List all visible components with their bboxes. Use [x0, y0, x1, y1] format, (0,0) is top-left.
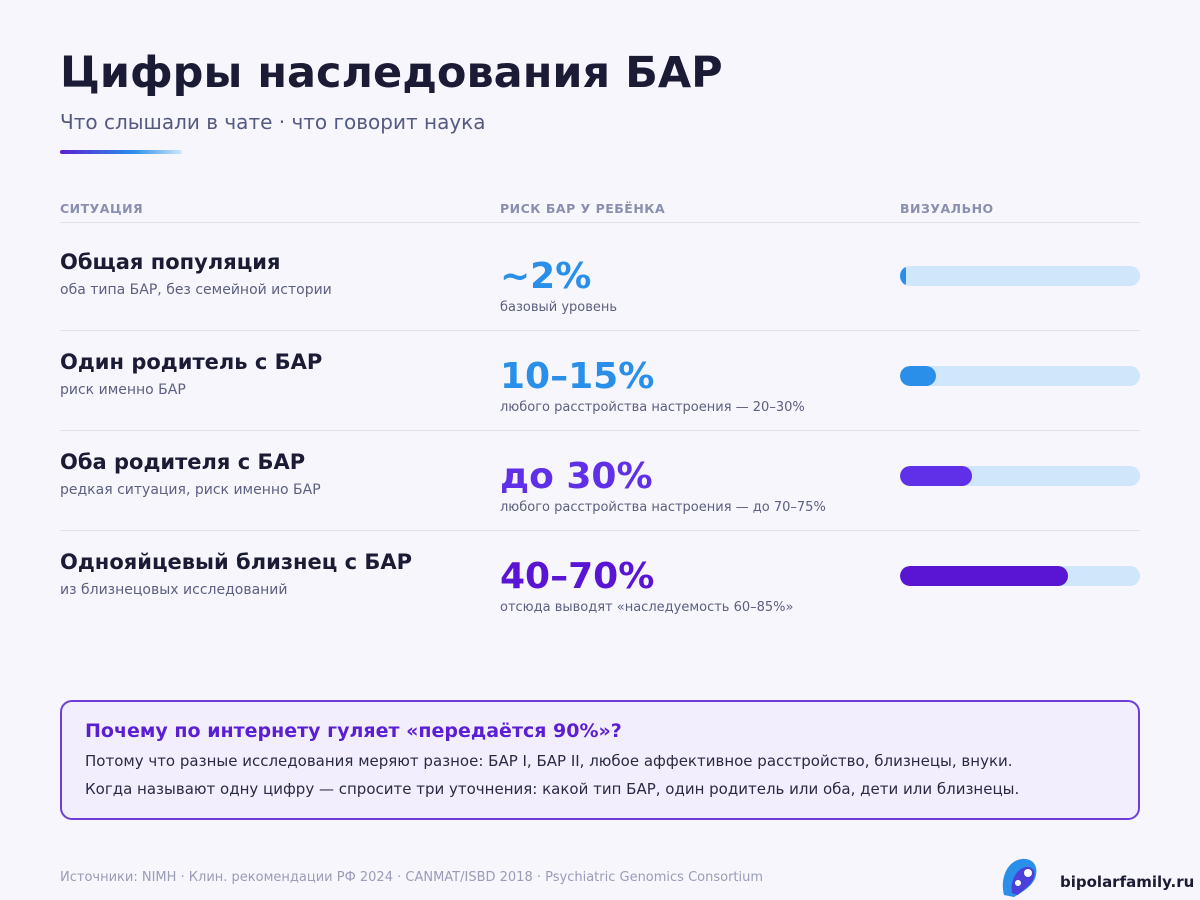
row-title: Один родитель с БАР: [60, 350, 323, 374]
risk-value: ~2%: [500, 256, 592, 297]
separator: [60, 330, 1140, 331]
title: Цифры наследования БАР: [60, 48, 723, 98]
logo-icon: [1002, 858, 1037, 897]
sources: Источники: NIMH · Клин. рекомендации РФ …: [60, 870, 764, 885]
bar: [900, 466, 972, 486]
callout-line: Потому что разные исследования меряют ра…: [85, 752, 1013, 770]
callout-title: Почему по интернету гуляет «передаётся 9…: [85, 720, 622, 742]
risk-value: 10–15%: [500, 356, 655, 397]
separator: [60, 222, 1140, 223]
column-header: РИСК БАР У РЕБЁНКА: [500, 201, 666, 216]
column-header: ВИЗУАЛЬНО: [900, 201, 994, 216]
subtitle: Что слышали в чате · что говорит наука: [60, 110, 486, 134]
row-subtitle: редкая ситуация, риск именно БАР: [60, 482, 321, 498]
risk-note: любого расстройства настроения — 20–30%: [500, 400, 805, 415]
column-header: СИТУАЦИЯ: [60, 201, 144, 216]
callout-box: [60, 700, 1140, 820]
risk-note: базовый уровень: [500, 300, 618, 315]
accent-line: [60, 150, 182, 154]
risk-note: любого расстройства настроения — до 70–7…: [500, 500, 826, 515]
bar-track: [900, 366, 1140, 386]
row-subtitle: из близнецовых исследований: [60, 582, 288, 598]
separator: [60, 530, 1140, 531]
row-title: Однояйцевый близнец с БАР: [60, 550, 413, 574]
risk-value: до 30%: [500, 456, 653, 497]
row-title: Оба родителя с БАР: [60, 450, 306, 474]
separator: [60, 430, 1140, 431]
bar-track: [900, 266, 1140, 286]
row-title: Общая популяция: [60, 250, 281, 274]
row-subtitle: риск именно БАР: [60, 382, 186, 398]
bar: [900, 366, 936, 386]
callout-line: Когда называют одну цифру — спросите три…: [85, 780, 1020, 798]
bar: [900, 566, 1068, 586]
brand[interactable]: bipolarfamily.ru: [1060, 873, 1195, 891]
risk-note: отсюда выводят «наследуемость 60–85%»: [500, 600, 794, 615]
risk-value: 40–70%: [500, 556, 655, 597]
row-subtitle: оба типа БАР, без семейной истории: [60, 282, 332, 298]
bar-track: [900, 566, 1140, 586]
bar: [900, 266, 906, 286]
bar-track: [900, 466, 1140, 486]
